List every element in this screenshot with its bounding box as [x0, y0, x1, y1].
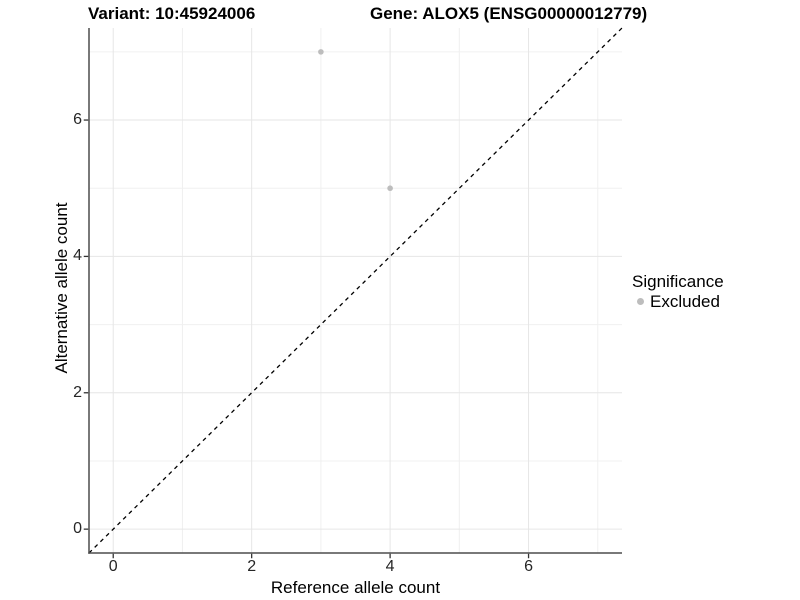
x-tick-label: 4 [385, 558, 395, 575]
y-tick-label: 6 [73, 111, 82, 129]
data-point [387, 185, 393, 192]
data-point [318, 49, 324, 55]
identity-dashed-line [88, 27, 623, 554]
legend-title: Significance [632, 272, 724, 291]
y-tick-label: 0 [73, 520, 82, 538]
gene-title: Gene: ALOX5 (ENSG00000012779) [370, 4, 648, 23]
y-tick-label: 2 [73, 383, 82, 401]
legend-item-excluded: Excluded [632, 292, 724, 311]
legend-marker-circle-icon [637, 298, 644, 305]
legend-item-label: Excluded [650, 292, 720, 311]
plot-title: Variant: 10:45924006 Gene: ALOX5 (ENSG00… [0, 4, 800, 24]
x-tick-label: 6 [524, 558, 533, 575]
legend: Significance Excluded [632, 272, 724, 311]
variant-title: Variant: 10:45924006 [88, 4, 256, 23]
x-tick-label: 2 [247, 558, 257, 575]
x-tick-label: 0 [108, 558, 118, 575]
y-tick-label: 4 [73, 247, 82, 265]
y-axis-title: Alternative allele count [52, 202, 71, 374]
x-axis-title: Reference allele count [270, 578, 441, 597]
